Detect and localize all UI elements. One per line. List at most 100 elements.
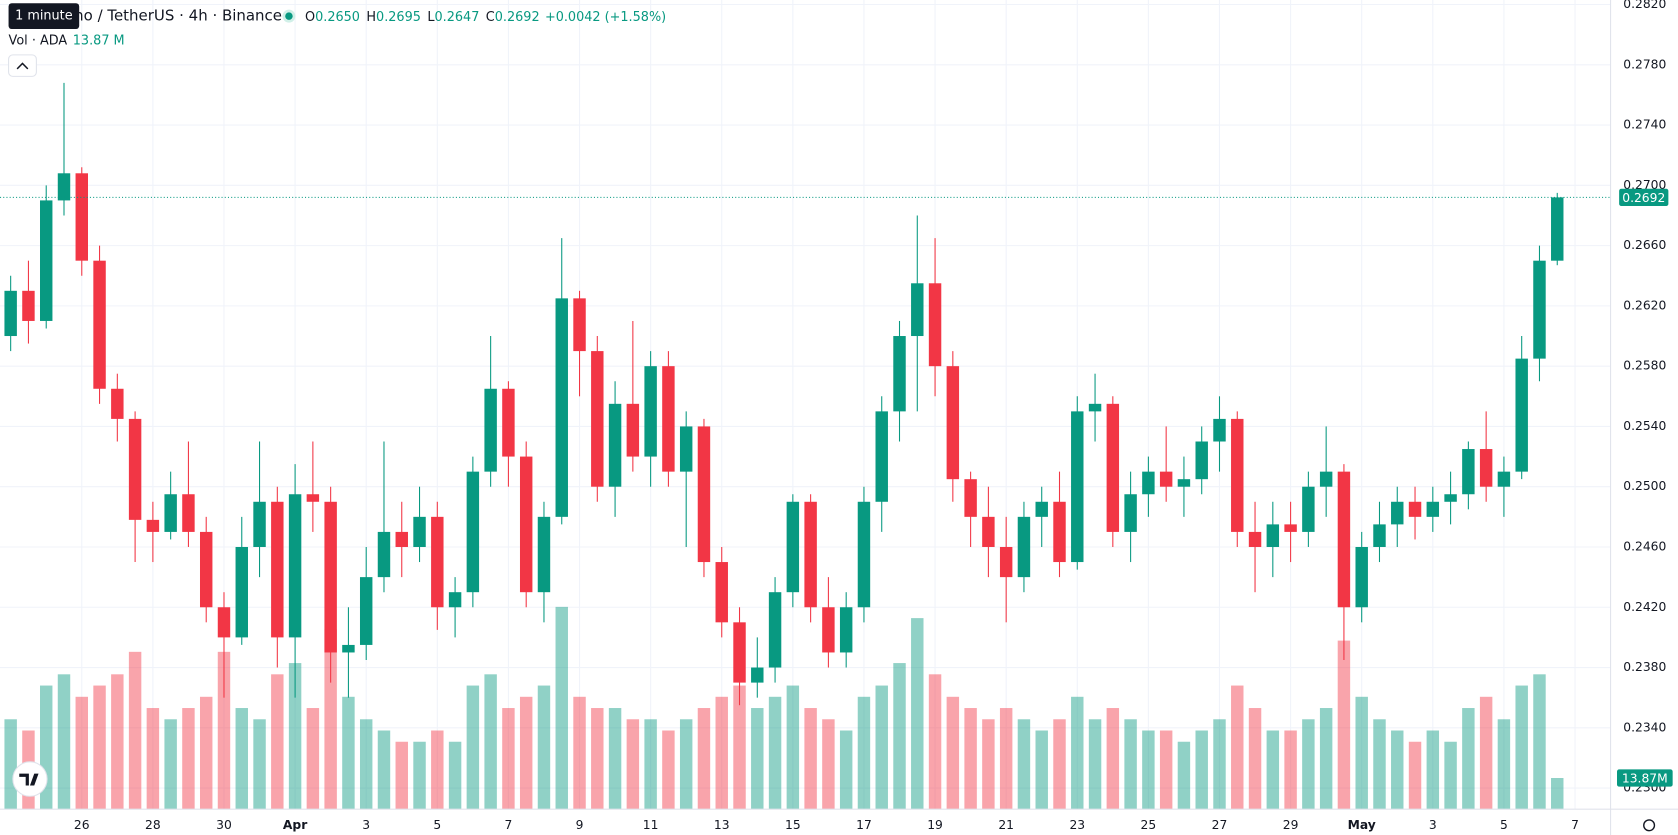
y-tick-label: 0.2420 xyxy=(1623,600,1666,614)
volume-bar xyxy=(928,674,942,810)
candle-body xyxy=(1479,449,1493,487)
x-tick-label: 15 xyxy=(785,818,801,832)
logo[interactable] xyxy=(12,761,48,797)
collapse-button[interactable] xyxy=(8,54,37,77)
candle-body xyxy=(502,388,515,457)
volume-bar xyxy=(1035,730,1048,810)
candle-body xyxy=(857,501,871,608)
volume-bar xyxy=(1248,708,1262,810)
candle-body xyxy=(1159,471,1173,487)
candle-body xyxy=(448,592,462,608)
candle-body xyxy=(715,562,728,623)
volume-bar xyxy=(1373,719,1386,810)
volume-bar xyxy=(733,685,746,810)
candle-body xyxy=(1106,403,1120,532)
volume-bar xyxy=(1497,719,1511,810)
candle-body xyxy=(75,173,88,261)
x-tick-label: 9 xyxy=(576,818,584,832)
x-tick-label: 7 xyxy=(1571,818,1579,832)
volume-bar xyxy=(1177,741,1191,810)
legend-value: 0.2695 xyxy=(376,10,421,25)
candle-body xyxy=(1284,524,1297,532)
candle-body xyxy=(342,644,355,653)
volume-bar xyxy=(448,741,462,810)
volume-bar xyxy=(911,618,924,810)
candle-body xyxy=(324,501,337,653)
volume-bar xyxy=(644,719,657,810)
volume-bar xyxy=(413,741,426,810)
candle-body xyxy=(1071,411,1084,563)
volume-bar xyxy=(1213,719,1226,810)
volume-bar xyxy=(288,663,302,810)
volume-bar xyxy=(1284,730,1297,810)
candle-body xyxy=(1355,546,1368,608)
candle-body xyxy=(253,501,266,547)
volume-bar xyxy=(697,708,711,810)
overlay: Cardano / TetherUS · 4h · Binance O0.265… xyxy=(0,3,1673,832)
last-price-label: 0.2692 xyxy=(1622,191,1665,205)
candle-body xyxy=(697,426,711,563)
volume-bar xyxy=(626,719,640,810)
volume-bar xyxy=(537,685,551,810)
volume-bar xyxy=(1302,719,1315,810)
volume-bar xyxy=(146,708,160,810)
volume-bar xyxy=(1231,685,1244,810)
candle-body xyxy=(466,471,480,593)
candle-body xyxy=(1408,501,1422,517)
candle-body xyxy=(804,501,817,608)
candle-body xyxy=(1088,403,1102,412)
candle-body xyxy=(1373,524,1386,547)
x-tick-label: 3 xyxy=(362,818,370,832)
candle-body xyxy=(893,336,906,412)
candle-body xyxy=(1497,471,1511,487)
volume-bar xyxy=(324,629,337,810)
volume-layer xyxy=(4,606,1564,810)
x-tick-label: 21 xyxy=(998,818,1014,832)
settings-icon[interactable] xyxy=(1643,819,1656,832)
x-tick-label: 17 xyxy=(856,818,872,832)
volume-bar xyxy=(999,708,1013,810)
volume-bar xyxy=(1195,730,1208,810)
candle-body xyxy=(1213,418,1226,442)
candle-body xyxy=(111,388,124,419)
tooltip: 1 minute xyxy=(15,9,73,24)
candle-body xyxy=(1426,501,1440,517)
volume-bar xyxy=(75,696,88,810)
y-tick-label: 0.2540 xyxy=(1623,419,1666,433)
candle-body xyxy=(288,494,302,638)
volume-bar xyxy=(662,730,675,810)
volume-bar xyxy=(4,719,17,810)
volume-bar xyxy=(751,708,764,810)
y-tick-label: 0.2580 xyxy=(1623,359,1666,373)
axes: 0.23000.23400.23800.24200.24600.25000.25… xyxy=(74,0,1667,832)
volume-bar xyxy=(502,708,515,810)
candle-body xyxy=(413,516,426,547)
x-tick-label: 19 xyxy=(927,818,943,832)
candle-body xyxy=(1248,531,1262,547)
candle-body xyxy=(786,501,800,593)
volume-bar xyxy=(964,708,977,810)
logo-mark xyxy=(19,773,39,786)
candle-body xyxy=(1533,260,1546,359)
symbol-title[interactable]: Cardano / TetherUS · 4h · Binance xyxy=(30,7,282,25)
legend-value: 0.2650 xyxy=(315,10,360,25)
candle-body xyxy=(875,411,888,502)
volume-bar xyxy=(893,663,906,810)
volume-bar xyxy=(1462,708,1475,810)
candle-body xyxy=(217,607,231,638)
candle-body xyxy=(484,388,497,472)
volume-bar xyxy=(1408,741,1422,810)
candle-body xyxy=(733,622,746,683)
x-tick-label: 30 xyxy=(216,818,232,832)
volume-bar xyxy=(1426,730,1440,810)
candle-body xyxy=(271,501,284,638)
volume-bar xyxy=(822,719,835,810)
candle-body xyxy=(1515,358,1528,472)
candle-body xyxy=(395,531,408,547)
candle-body xyxy=(822,607,835,653)
candle-body xyxy=(22,290,35,321)
y-tick-label: 0.2780 xyxy=(1623,57,1666,71)
collapse-icon xyxy=(16,62,29,70)
ohlc-legend: O0.2650 H0.2695 L0.2647 C0.2692 +0.0042 (+1.… xyxy=(305,10,666,25)
